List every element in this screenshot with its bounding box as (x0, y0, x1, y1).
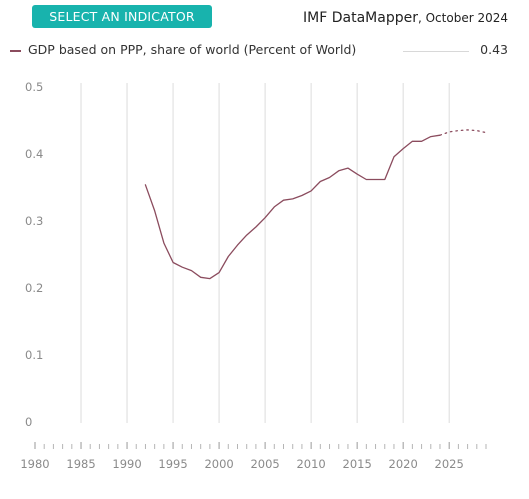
x-tick-label: 2020 (389, 457, 418, 471)
x-tick-label: 2015 (343, 457, 372, 471)
x-tick-label: 2010 (296, 457, 325, 471)
projection-line[interactable] (439, 129, 487, 136)
y-tick-label: 0.2 (25, 281, 43, 295)
source-date: , October 2024 (417, 11, 508, 25)
source-name[interactable]: IMF DataMapper (303, 10, 418, 26)
y-tick-label: 0.4 (25, 147, 43, 161)
x-tick-label: 2025 (435, 457, 464, 471)
legend: GDP based on PPP, share of world (Percen… (10, 41, 508, 61)
x-tick-label: 1990 (112, 457, 141, 471)
series-line[interactable] (144, 134, 441, 280)
legend-swatch (10, 50, 21, 52)
x-tick-label: 2005 (250, 457, 279, 471)
x-tick-label: 1980 (20, 457, 49, 471)
source-attribution: IMF DataMapper, October 2024 (303, 7, 508, 26)
y-tick-label: 0 (25, 415, 32, 429)
legend-value: 0.43 (480, 42, 508, 57)
x-tick-label: 1985 (66, 457, 95, 471)
y-tick-label: 0.1 (25, 348, 43, 362)
x-tick-label: 1995 (158, 457, 187, 471)
select-indicator-button[interactable]: SELECT AN INDICATOR (32, 5, 212, 28)
y-tick-label: 0.5 (25, 80, 43, 94)
legend-label[interactable]: GDP based on PPP, share of world (Percen… (28, 42, 357, 57)
legend-divider (403, 51, 469, 52)
x-tick-label: 2000 (204, 457, 233, 471)
y-tick-label: 0.3 (25, 214, 43, 228)
